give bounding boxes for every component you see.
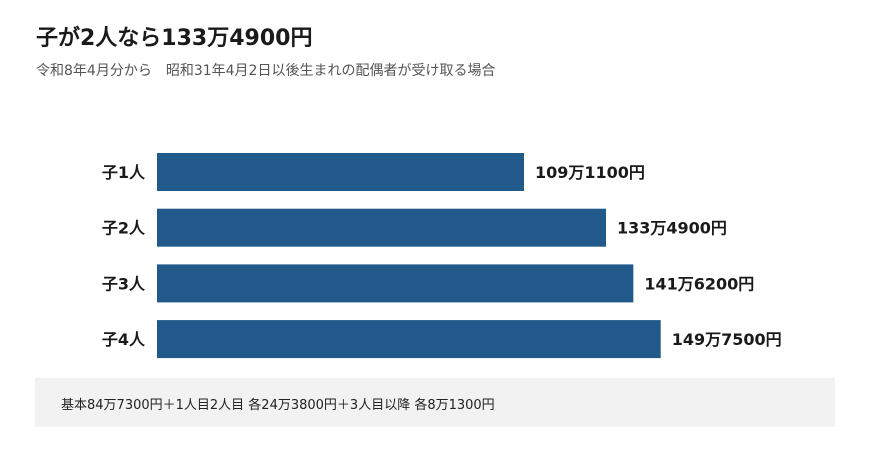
value-label-1: 109万1100円 xyxy=(535,163,645,182)
category-label-2: 子2人 xyxy=(102,219,146,238)
category-label-4: 子4人 xyxy=(102,330,146,349)
chart-title: 子が2人なら133万4900円 xyxy=(36,26,313,51)
category-label-1: 子1人 xyxy=(102,163,146,182)
value-label-3: 141万6200円 xyxy=(644,274,754,293)
category-label-3: 子3人 xyxy=(102,274,146,293)
note-box: 基本84万7300円＋1人目2人目 各24万3800円＋3人目以降 各8万130… xyxy=(35,378,835,427)
bar-2 xyxy=(157,208,607,247)
bar-4 xyxy=(157,320,661,359)
bar-1 xyxy=(157,153,524,191)
chart-subtitle: 令和8年4月分から 昭和31年4月2日以後生まれの配偶者が受け取る場合 xyxy=(36,63,496,79)
bar-3 xyxy=(157,264,634,303)
note-text: 基本84万7300円＋1人目2人目 各24万3800円＋3人目以降 各8万130… xyxy=(61,398,495,413)
value-label-2: 133万4900円 xyxy=(617,219,727,238)
value-label-4: 149万7500円 xyxy=(672,330,782,349)
